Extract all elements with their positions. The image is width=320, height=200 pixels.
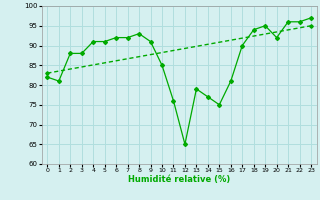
X-axis label: Humidité relative (%): Humidité relative (%) bbox=[128, 175, 230, 184]
